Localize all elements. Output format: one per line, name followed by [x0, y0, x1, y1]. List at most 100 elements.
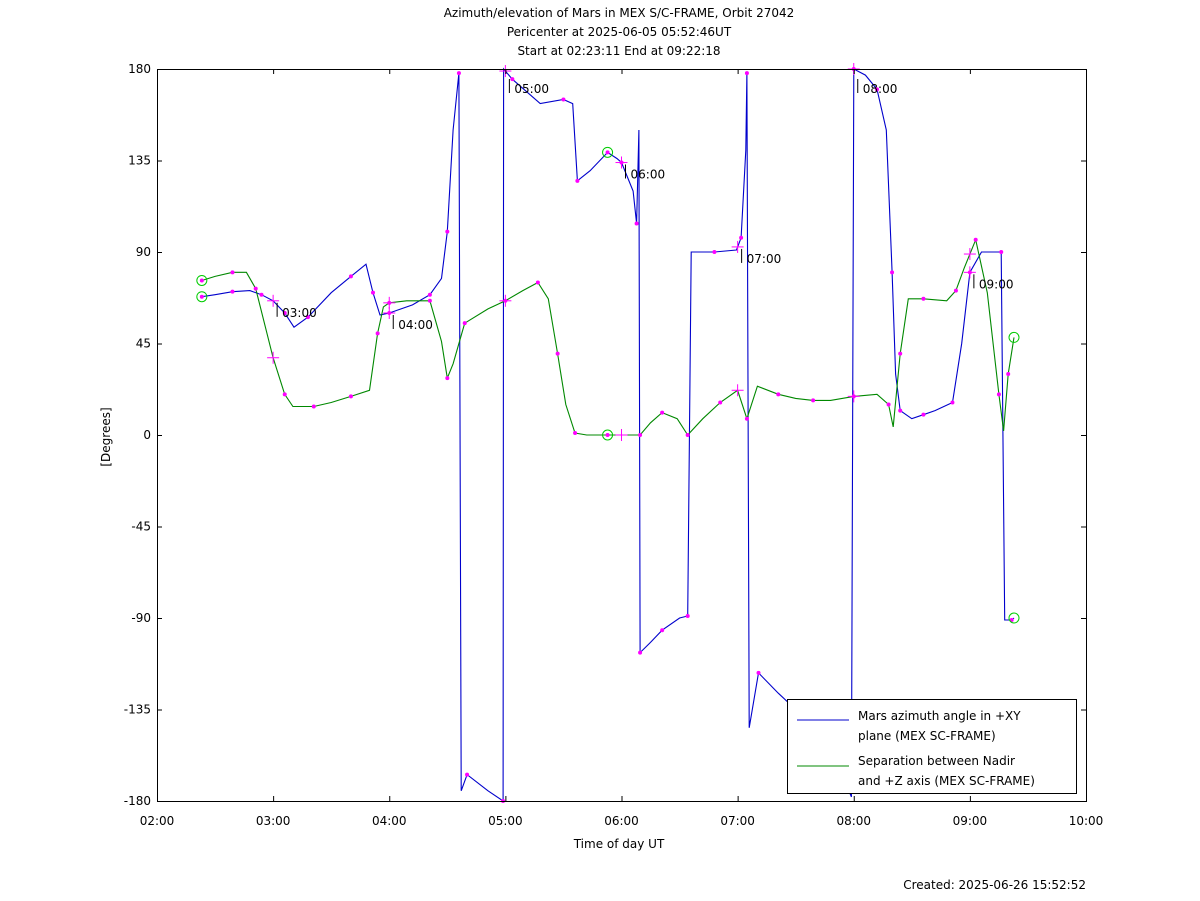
- series-0-point-8: [305, 315, 310, 320]
- series-1-point-54: [953, 288, 958, 293]
- series-0-point-72: [1009, 618, 1014, 623]
- series-0-point-48: [744, 71, 749, 76]
- series-1-point-48: [886, 402, 891, 407]
- series-0-point-28: [561, 97, 566, 102]
- series-0-point-20: [456, 71, 461, 76]
- endpoint-circle-2: [602, 146, 614, 158]
- y-tick-label-1: 135: [128, 154, 151, 168]
- chart-subtitle-pericenter: Pericenter at 2025-06-05 05:52:46UT: [507, 25, 732, 39]
- series-0-point-16: [427, 292, 432, 297]
- hour-label-3: 06:00: [631, 168, 666, 182]
- series-1-point-44: [811, 398, 816, 403]
- series-0-point-12: [370, 290, 375, 295]
- x-tick-label-8: 10:00: [1069, 814, 1104, 828]
- x-axis-label: Time of day UT: [573, 837, 665, 851]
- series-0-point-46: [739, 235, 744, 240]
- endpoint-circle-1: [196, 291, 208, 303]
- series-1-point-0: [199, 278, 204, 283]
- series-0-point-36: [634, 221, 639, 226]
- hour-label-2: 05:00: [514, 82, 549, 96]
- marker-layer: [196, 67, 1020, 803]
- endpoint-circle-5: [1008, 612, 1020, 624]
- endpoint-circle-3: [602, 429, 614, 441]
- legend-label-azimuth-2: plane (MEX SC-FRAME): [858, 729, 996, 743]
- series-1-point-10: [348, 394, 353, 399]
- series-1-point-60: [1006, 372, 1011, 376]
- x-tick-label-2: 04:00: [372, 814, 407, 828]
- series-0-point-26: [510, 77, 515, 82]
- series-0-point-50: [756, 670, 761, 675]
- series-0-point-44: [712, 250, 717, 254]
- chart-title: Azimuth/elevation of Mars in MEX S/C-FRA…: [444, 6, 795, 20]
- series-line-0: [201, 67, 1015, 803]
- series-1-point-32: [638, 433, 643, 437]
- series-1-point-26: [555, 351, 560, 356]
- series-1-point-24: [535, 280, 540, 285]
- series-1-point-34: [660, 410, 665, 415]
- series-0-point-42: [685, 613, 690, 618]
- series-1-point-6: [282, 392, 287, 397]
- hour-label-5: 08:00: [863, 82, 898, 96]
- series-1-point-52: [921, 296, 926, 301]
- x-tick-label-4: 06:00: [604, 814, 639, 828]
- series-1-point-50: [898, 351, 903, 356]
- series-1-point-16: [427, 298, 432, 303]
- x-tick-label-7: 09:00: [953, 814, 988, 828]
- hour-label-0: 03:00: [282, 306, 317, 320]
- series-0-point-38: [638, 650, 643, 655]
- y-axis-label: [Degrees]: [99, 407, 113, 466]
- legend-label-azimuth-1: Mars azimuth angle in +XY: [858, 709, 1021, 723]
- series-line-1: [201, 237, 1015, 436]
- legend: Mars azimuth angle in +XY plane (MEX SC-…: [787, 699, 1077, 794]
- y-tick-label-6: -90: [131, 611, 151, 625]
- endpoint-circle-4: [1008, 331, 1020, 343]
- series-layer: [201, 67, 1015, 803]
- series-1-point-20: [462, 321, 467, 326]
- x-tick-label-3: 05:00: [488, 814, 523, 828]
- series-0-point-4: [259, 292, 264, 297]
- series-1-point-28: [573, 430, 578, 435]
- series-1-point-42: [776, 392, 781, 397]
- legend-label-separation-1: Separation between Nadir: [858, 754, 1015, 768]
- series-1-point-56: [973, 237, 978, 242]
- series-0-point-18: [445, 229, 450, 234]
- legend-label-separation-2: and +Z axis (MEX SC-FRAME): [858, 774, 1035, 788]
- series-1-point-36: [685, 433, 690, 437]
- series-0-point-22: [465, 772, 470, 777]
- legend-box: [787, 699, 1077, 794]
- series-0-point-32: [605, 150, 610, 155]
- series-0-point-60: [890, 270, 895, 275]
- series-0-point-62: [898, 408, 903, 413]
- series-0-point-6: [282, 311, 287, 315]
- series-1-point-18: [445, 376, 450, 381]
- y-tick-label-3: 45: [136, 337, 151, 351]
- x-tick-label-0: 02:00: [140, 814, 175, 828]
- series-0-point-64: [921, 412, 926, 417]
- series-1-point-40: [744, 416, 749, 421]
- y-tick-label-0: 180: [128, 62, 151, 76]
- series-0-point-40: [660, 628, 665, 633]
- y-tick-label-2: 90: [136, 245, 151, 259]
- x-tick-label-1: 03:00: [256, 814, 291, 828]
- series-1-point-12: [375, 331, 380, 336]
- y-tick-label-5: -45: [131, 520, 151, 534]
- y-tick-label-4: 0: [143, 428, 151, 442]
- series-0-point-58: [874, 87, 879, 92]
- series-0-point-30: [575, 178, 580, 183]
- x-tick-label-6: 08:00: [836, 814, 871, 828]
- hour-label-1: 04:00: [398, 318, 433, 332]
- series-0-point-2: [230, 289, 235, 294]
- annotation-layer: 03:00 04:00 05:00 06:00 07:00 08:00 09:00: [267, 63, 1013, 441]
- hour-label-4: 07:00: [747, 252, 782, 266]
- series-0-point-0: [199, 294, 204, 299]
- series-1-point-58: [996, 392, 1001, 397]
- x-tick-label-5: 07:00: [720, 814, 755, 828]
- series-1-point-8: [311, 404, 316, 409]
- chart-subtitle-start-end: Start at 02:23:11 End at 09:22:18: [517, 44, 720, 58]
- series-0-point-70: [999, 250, 1004, 254]
- series-0-point-10: [348, 274, 353, 279]
- y-tick-label-8: -180: [124, 794, 151, 808]
- axis-layer: 02:00 03:00 04:00 05:00 06:00 07:00 08:00 09:00…: [124, 62, 1104, 828]
- hour-label-6: 09:00: [979, 277, 1014, 291]
